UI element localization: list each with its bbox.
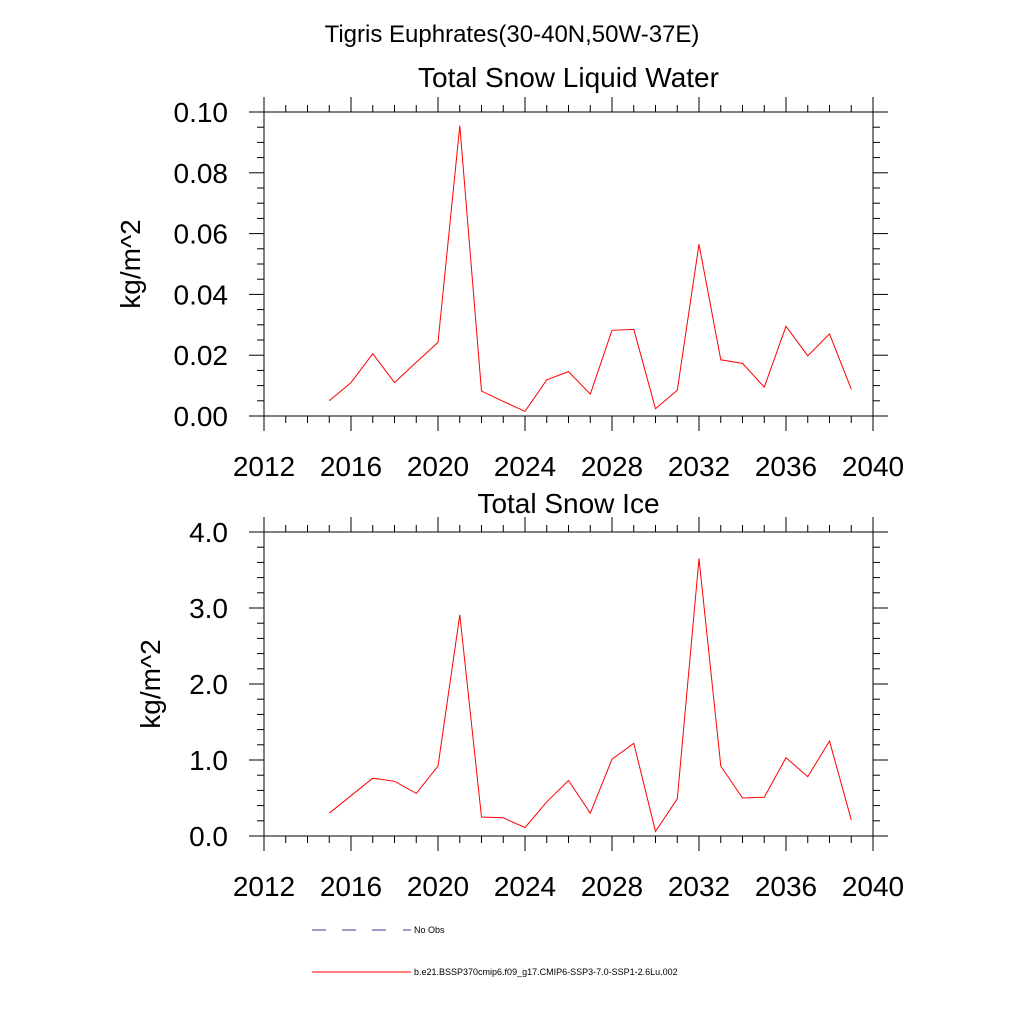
y-tick-label: 0.04 xyxy=(174,279,229,310)
y-axis-label: kg/m^2 xyxy=(135,639,166,728)
x-tick-label: 2016 xyxy=(320,451,382,482)
chart-title: Total Snow Ice xyxy=(477,488,659,519)
y-tick-label: 0.02 xyxy=(174,340,229,371)
x-tick-label: 2012 xyxy=(233,871,295,902)
x-tick-label: 2020 xyxy=(407,451,469,482)
x-tick-label: 2028 xyxy=(581,451,643,482)
y-tick-label: 2.0 xyxy=(189,669,228,700)
x-tick-label: 2040 xyxy=(842,451,904,482)
x-tick-label: 2032 xyxy=(668,871,730,902)
y-tick-label: 3.0 xyxy=(189,593,228,624)
plot-frame xyxy=(263,111,874,417)
x-tick-label: 2036 xyxy=(755,451,817,482)
x-tick-label: 2020 xyxy=(407,871,469,902)
y-tick-label: 0.08 xyxy=(174,158,229,189)
x-tick-label: 2036 xyxy=(755,871,817,902)
x-tick-label: 2028 xyxy=(581,871,643,902)
y-tick-label: 0.10 xyxy=(174,97,229,128)
y-tick-label: 0.00 xyxy=(174,401,229,432)
series-line xyxy=(328,558,852,833)
x-tick-label: 2012 xyxy=(233,451,295,482)
x-tick-label: 2040 xyxy=(842,871,904,902)
chart-title: Total Snow Liquid Water xyxy=(418,62,719,93)
chart-panel-snow-ice: Total Snow Ice kg/m^2 2012 2016 2020 2024 2028… xyxy=(135,488,904,902)
x-tick-label: 2032 xyxy=(668,451,730,482)
y-axis-label: kg/m^2 xyxy=(115,219,146,308)
legend: No Obs b.e21.BSSP370cmip6.f09_g17.CMIP6-… xyxy=(312,925,678,977)
y-tick-label: 0.0 xyxy=(189,821,228,852)
y-tick-label: 0.06 xyxy=(174,219,229,250)
x-tick-label: 2024 xyxy=(494,451,556,482)
x-tick-label: 2016 xyxy=(320,871,382,902)
legend-label-no-obs: No Obs xyxy=(414,925,445,935)
figure-title: Tigris Euphrates(30-40N,50W-37E) xyxy=(325,21,700,48)
y-tick-label: 4.0 xyxy=(189,517,228,548)
legend-label-model: b.e21.BSSP370cmip6.f09_g17.CMIP6-SSP3-7.… xyxy=(414,967,678,977)
x-tick-label: 2024 xyxy=(494,871,556,902)
chart-panel-snow-liquid-water: Total Snow Liquid Water kg/m^2 2012 2016 202… xyxy=(115,62,904,482)
plot-frame xyxy=(263,531,874,837)
series-line xyxy=(328,125,852,413)
y-tick-label: 1.0 xyxy=(189,745,228,776)
